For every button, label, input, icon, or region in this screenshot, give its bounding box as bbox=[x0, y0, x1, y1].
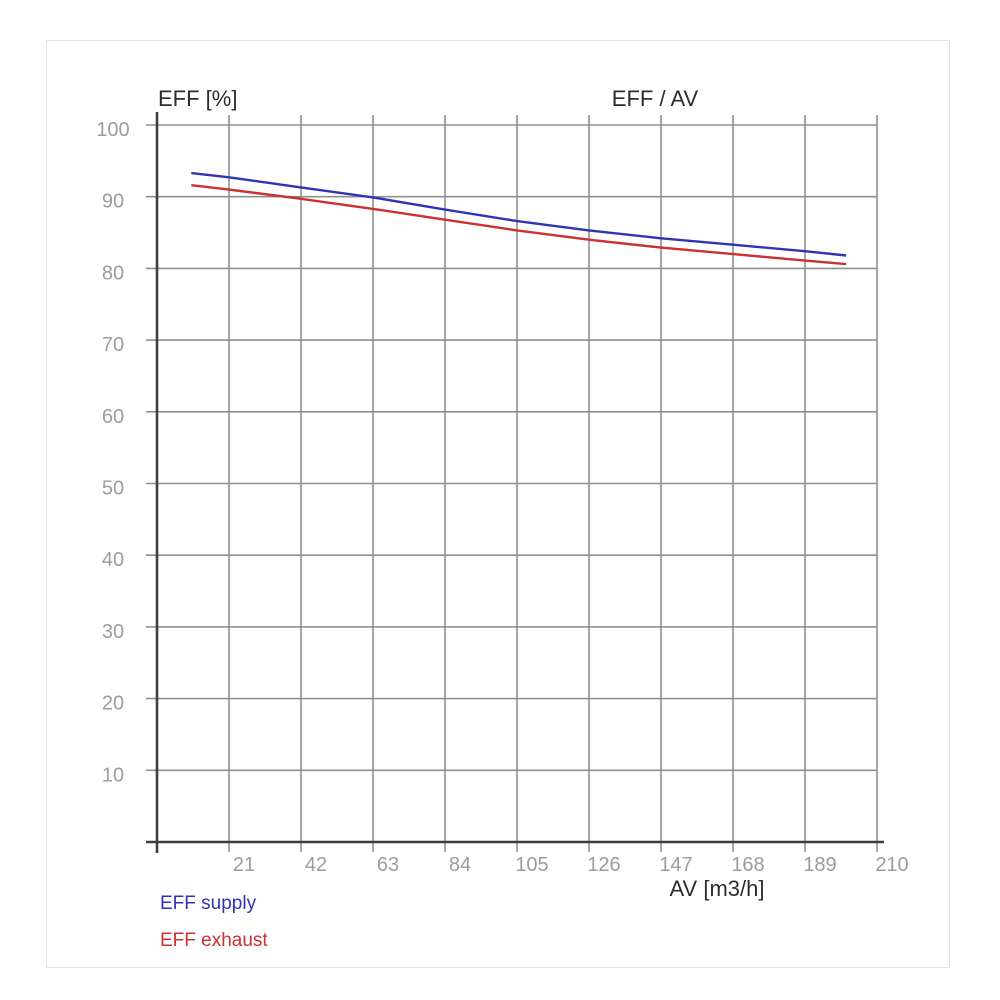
y-axis-title: EFF [%] bbox=[158, 86, 238, 111]
y-tick-label: 40 bbox=[102, 549, 124, 571]
x-tick-label: 42 bbox=[305, 854, 327, 876]
legend: EFF supply EFF exhaust bbox=[160, 893, 268, 967]
y-tick-label: 80 bbox=[102, 262, 124, 284]
x-tick-label: 168 bbox=[731, 854, 764, 876]
y-tick-label: 60 bbox=[102, 406, 124, 428]
legend-item-supply: EFF supply bbox=[160, 893, 257, 914]
y-tick-label: 30 bbox=[102, 621, 124, 643]
y-tick-label: 50 bbox=[102, 478, 124, 500]
exhaust-line bbox=[191, 184, 847, 266]
legend-item-exhaust: EFF exhaust bbox=[160, 930, 268, 951]
x-tick-label: 84 bbox=[449, 854, 471, 876]
supply-line bbox=[191, 171, 847, 257]
x-tick-label: 189 bbox=[803, 854, 836, 876]
x-tick-label: 105 bbox=[515, 854, 548, 876]
x-tick-label: 147 bbox=[659, 854, 692, 876]
y-tick-label: 70 bbox=[102, 334, 124, 356]
y-tick-label: 10 bbox=[102, 764, 124, 786]
y-tick-label: 90 bbox=[102, 191, 124, 213]
x-tick-label: 63 bbox=[377, 854, 399, 876]
chart-title: EFF / AV bbox=[611, 86, 699, 111]
x-tick-label: 21 bbox=[233, 854, 255, 876]
x-axis-title: AV [m3/h] bbox=[669, 876, 765, 901]
y-tick-label: 20 bbox=[102, 693, 124, 715]
x-tick-label: 126 bbox=[587, 854, 620, 876]
x-tick-label: 210 bbox=[875, 854, 908, 876]
y-tick-label: 100 bbox=[96, 119, 129, 141]
